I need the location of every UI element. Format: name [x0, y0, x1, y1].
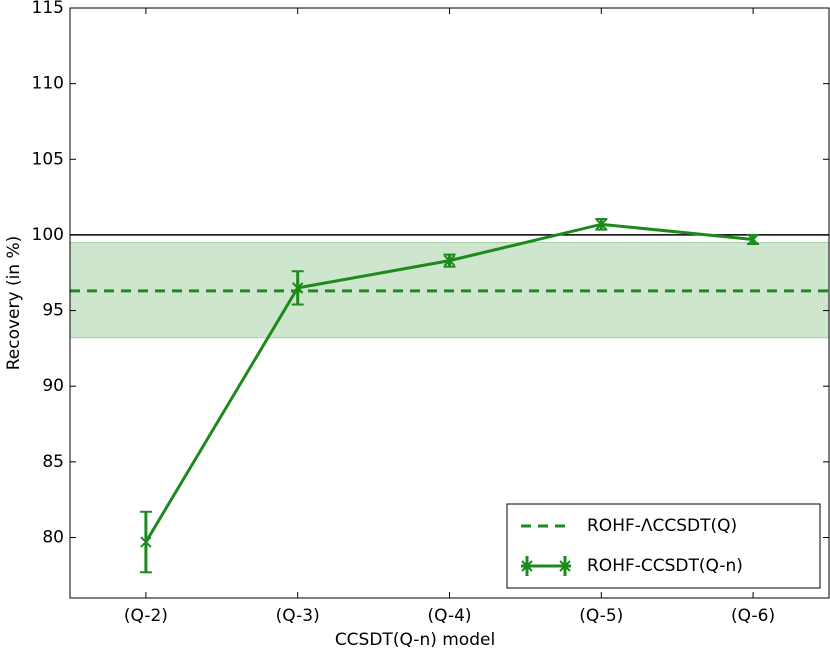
x-tick-label: (Q-5) [579, 606, 623, 626]
x-axis-label: CCSDT(Q-n) model [335, 630, 495, 650]
point-marker [747, 233, 759, 246]
point-marker [291, 282, 304, 294]
y-tick-label: 105 [32, 149, 64, 169]
x-tick-label: (Q-2) [124, 606, 168, 626]
point-marker [443, 254, 456, 267]
y-tick-label: 90 [42, 376, 64, 396]
x-tick-label: (Q-3) [276, 606, 320, 626]
legend-box [506, 503, 821, 589]
plot-frame [69, 7, 830, 599]
y-tick-label: 100 [32, 225, 64, 245]
point-marker [140, 536, 152, 548]
legend-swatch [521, 560, 533, 572]
y-tick-label: 95 [42, 301, 64, 321]
legend-label: ROHF-CCSDT(Q-n) [587, 556, 743, 576]
y-tick-label: 80 [42, 527, 64, 547]
y-tick-label: 110 [32, 74, 64, 94]
x-tick-label: (Q-4) [427, 606, 471, 626]
y-tick-label: 85 [42, 452, 64, 472]
legend-swatch [559, 560, 571, 572]
point-marker [595, 218, 608, 231]
plot-area [70, 218, 829, 574]
y-axis-label: Recovery (in %) [4, 236, 24, 371]
x-tick-label: (Q-6) [731, 606, 775, 626]
legend-label: ROHF-ΛCCSDT(Q) [587, 516, 737, 536]
y-tick-label: 115 [32, 0, 64, 18]
